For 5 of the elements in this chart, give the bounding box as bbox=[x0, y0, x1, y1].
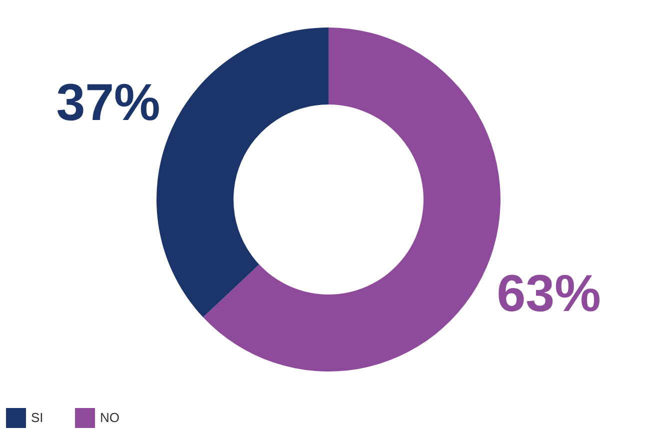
legend-label: SI bbox=[31, 410, 44, 425]
data-label: 63% bbox=[496, 264, 601, 323]
legend-label: NO bbox=[100, 410, 120, 425]
data-label: 37% bbox=[56, 74, 160, 132]
donut-slice bbox=[203, 28, 500, 372]
